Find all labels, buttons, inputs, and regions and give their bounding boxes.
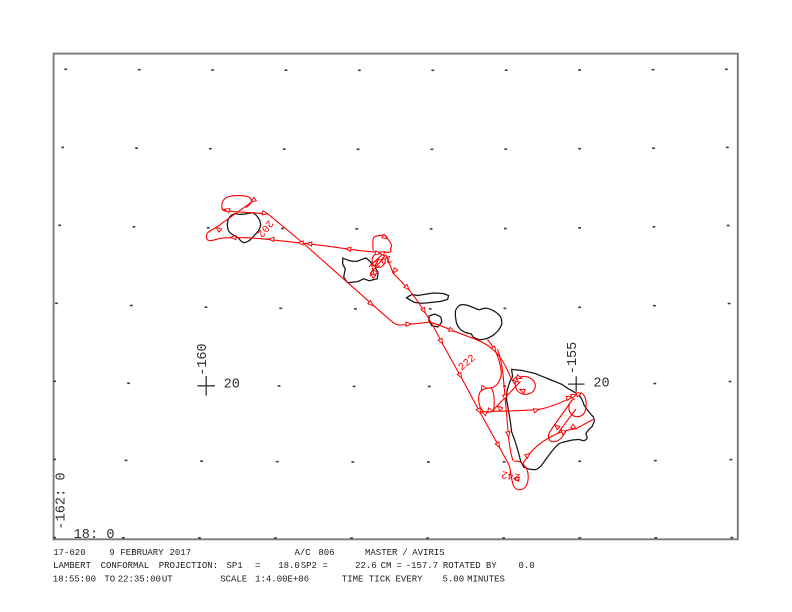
svg-text:TO: TO — [104, 574, 115, 584]
svg-text:SP2: SP2 — [301, 561, 317, 571]
svg-text:20: 20 — [593, 376, 609, 391]
svg-text:18: 0: 18: 0 — [74, 528, 115, 543]
svg-text:FEBRUARY: FEBRUARY — [120, 548, 164, 558]
svg-text:5.00: 5.00 — [443, 574, 465, 584]
svg-text:1:4.00E+06: 1:4.00E+06 — [255, 574, 309, 584]
svg-text:18.0: 18.0 — [278, 561, 300, 571]
svg-text:BY: BY — [486, 561, 497, 571]
svg-text:17-620: 17-620 — [53, 548, 85, 558]
svg-text:SCALE: SCALE — [220, 574, 247, 584]
svg-text:9: 9 — [109, 548, 114, 558]
svg-text:ROTATED: ROTATED — [443, 561, 481, 571]
svg-text:-155: -155 — [566, 342, 581, 374]
svg-text:20: 20 — [224, 377, 240, 392]
svg-text:A/C: A/C — [295, 548, 312, 558]
svg-text:MASTER: MASTER — [365, 548, 398, 558]
svg-text:=: = — [397, 561, 402, 571]
svg-text:/: / — [402, 548, 407, 558]
svg-text:SP1: SP1 — [227, 561, 243, 571]
svg-text:UT: UT — [162, 574, 173, 584]
svg-text:-162: 0: -162: 0 — [55, 472, 70, 529]
svg-text:-160: -160 — [196, 343, 211, 375]
svg-text:=: = — [322, 561, 327, 571]
svg-text:-157.7: -157.7 — [406, 561, 438, 571]
svg-text:2017: 2017 — [170, 548, 192, 558]
svg-text:22.6: 22.6 — [355, 561, 377, 571]
svg-text:CM: CM — [381, 561, 392, 571]
svg-text:22:35:00: 22:35:00 — [118, 574, 161, 584]
svg-text:TICK: TICK — [369, 574, 391, 584]
svg-text:CONFORMAL: CONFORMAL — [101, 561, 150, 571]
svg-text:18:55:00: 18:55:00 — [53, 574, 96, 584]
svg-text:242: 242 — [500, 467, 521, 482]
svg-text:0.0: 0.0 — [519, 561, 535, 571]
svg-text:PROJECTION:: PROJECTION: — [159, 561, 218, 571]
svg-text:TIME: TIME — [342, 574, 364, 584]
svg-text:LAMBERT: LAMBERT — [53, 561, 91, 571]
svg-text:806: 806 — [318, 548, 334, 558]
svg-text:AVIRIS: AVIRIS — [412, 548, 444, 558]
svg-text:MINUTES: MINUTES — [467, 574, 505, 584]
svg-text:=: = — [255, 561, 260, 571]
svg-text:EVERY: EVERY — [396, 574, 424, 584]
